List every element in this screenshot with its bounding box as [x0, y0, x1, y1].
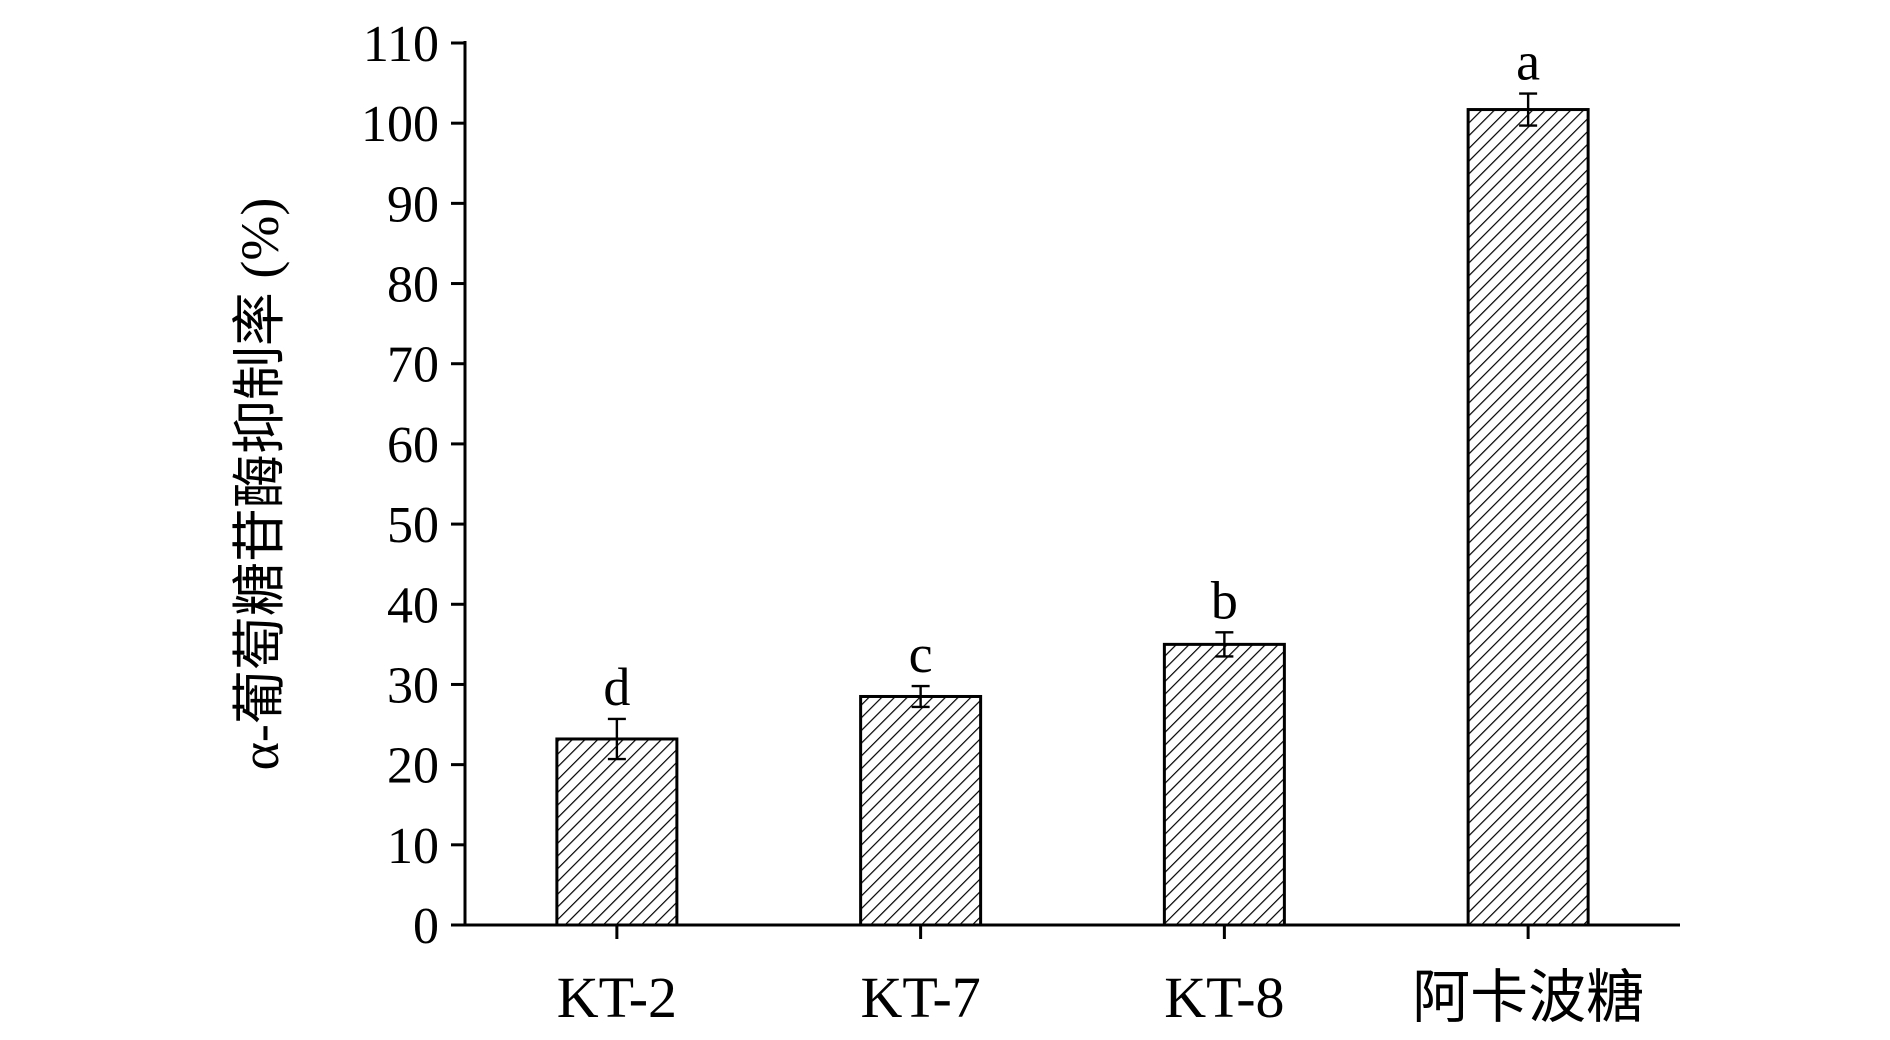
- significance-label: d: [603, 657, 630, 717]
- y-tick-label: 70: [387, 337, 439, 394]
- y-tick-label: 80: [387, 257, 439, 314]
- y-axis-title: α-葡萄糖苷酶抑制率 (%): [230, 198, 290, 771]
- y-tick-label: 20: [387, 738, 439, 795]
- bar: [1466, 108, 1590, 927]
- y-tick-label: 10: [387, 818, 439, 875]
- plot-area: 0 10 20 30 40 50 60 70 80 90 100 110 d KT-2 c KT-7 b KT-8…: [230, 16, 1680, 1030]
- y-tick-label: 60: [387, 417, 439, 474]
- x-category-label: KT-7: [860, 965, 980, 1030]
- y-tick-label: 110: [363, 16, 439, 73]
- y-tick-label: 100: [361, 96, 439, 153]
- y-tick-label: 40: [387, 577, 439, 634]
- significance-label: a: [1516, 32, 1540, 92]
- x-category-label: KT-2: [557, 965, 677, 1030]
- y-tick-label: 50: [387, 497, 439, 554]
- x-category-label: 阿卡波糖: [1412, 965, 1644, 1030]
- bar: [1162, 642, 1286, 927]
- significance-label: b: [1211, 570, 1238, 630]
- y-tick-label: 30: [387, 657, 439, 714]
- x-category-label: KT-8: [1164, 965, 1284, 1030]
- y-tick-label: 90: [387, 176, 439, 233]
- bar: [859, 694, 983, 927]
- significance-label: c: [909, 624, 933, 684]
- y-tick-label: 0: [413, 898, 439, 955]
- bar: [555, 737, 679, 927]
